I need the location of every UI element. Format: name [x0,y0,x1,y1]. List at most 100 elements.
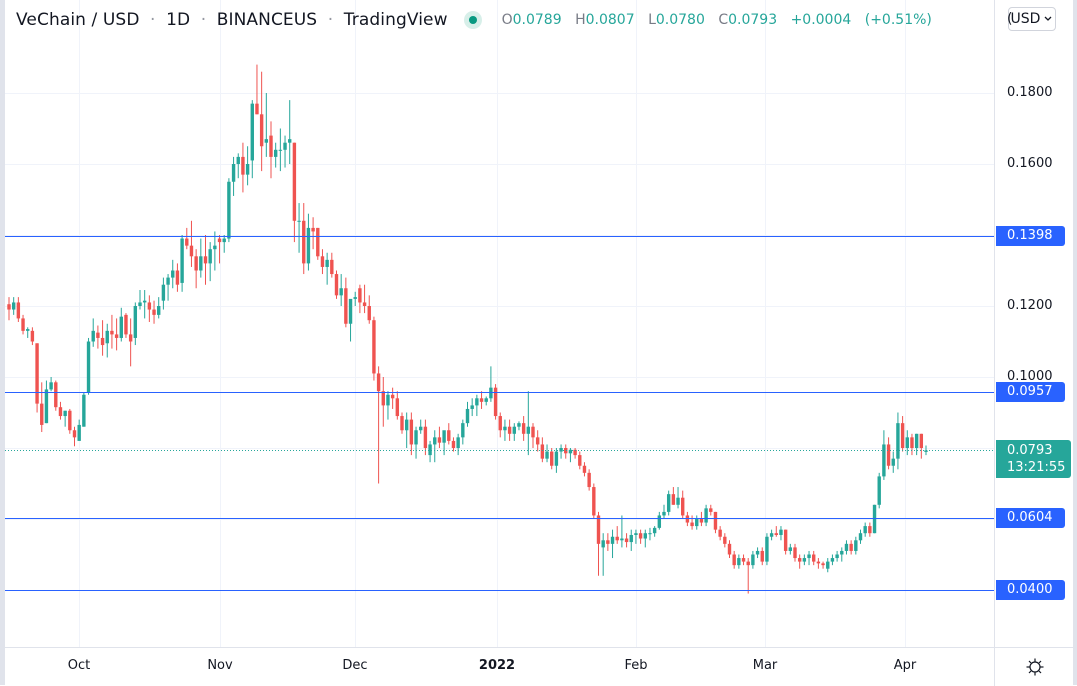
candle[interactable] [77,419,81,441]
candle[interactable] [816,558,821,569]
candle[interactable] [882,430,886,480]
candle[interactable] [835,550,839,562]
candle[interactable] [404,412,409,449]
candle[interactable] [671,487,676,505]
candle[interactable] [760,547,764,566]
candle[interactable] [386,391,390,420]
candle[interactable] [325,252,329,285]
candle[interactable] [433,430,437,463]
candle[interactable] [119,307,123,342]
candle[interactable] [390,387,395,409]
candle[interactable] [213,231,217,271]
candle[interactable] [395,391,400,420]
candle[interactable] [91,318,95,347]
candle[interactable] [255,64,259,115]
chart-pane[interactable] [5,0,994,647]
candle[interactable] [652,526,657,537]
candle[interactable] [737,554,741,569]
candle[interactable] [886,437,891,470]
candle[interactable] [353,291,357,306]
candle[interactable] [334,270,339,299]
candle[interactable] [133,302,138,346]
price-axis[interactable]: 0.1800 0.1600 0.1200 0.1000 0.1398 0.0957 0.06… [994,0,1074,647]
candle[interactable] [732,550,736,569]
candle[interactable] [718,526,722,541]
candle[interactable] [362,284,367,314]
candle[interactable] [199,238,203,278]
candle[interactable] [447,423,451,445]
candle[interactable] [540,437,545,463]
candle[interactable] [751,550,755,569]
candle[interactable] [147,295,152,322]
candle[interactable] [826,558,830,573]
candle[interactable] [755,547,760,559]
candle[interactable] [128,318,133,367]
candle[interactable] [863,522,867,537]
candle[interactable] [100,320,105,356]
candle[interactable] [316,227,320,260]
candle[interactable] [858,529,863,544]
candle[interactable] [161,277,166,310]
candle[interactable] [578,451,582,470]
candle[interactable] [222,235,226,253]
candle[interactable] [306,213,311,271]
candle[interactable] [283,135,287,168]
candle[interactable] [461,419,465,445]
candle[interactable] [344,277,348,328]
candle[interactable] [250,100,254,179]
currency-selector[interactable]: ( USD [1007,7,1056,31]
candle[interactable] [802,554,807,566]
candle[interactable] [302,203,306,275]
candle[interactable] [774,526,778,537]
candle[interactable] [535,430,540,452]
candle[interactable] [269,121,273,179]
candle[interactable] [194,249,198,289]
candle[interactable] [437,426,442,448]
candle[interactable] [713,511,718,534]
candle[interactable] [264,93,269,157]
candle[interactable] [769,529,774,541]
candle[interactable] [868,522,872,537]
candle[interactable] [783,529,788,555]
candle[interactable] [573,448,577,459]
candle[interactable] [554,448,559,473]
candle[interactable] [498,412,502,438]
candle[interactable] [681,490,685,519]
candle[interactable] [568,448,573,463]
candle[interactable] [40,382,44,433]
candle[interactable] [409,412,414,456]
candle[interactable] [72,426,77,447]
candle[interactable] [797,554,802,569]
candle[interactable] [479,391,484,409]
symbol-title[interactable]: VeChain / USD · 1D · BINANCEUS · Trading… [16,10,448,30]
candle[interactable] [545,444,549,463]
candle[interactable] [21,314,25,335]
candle[interactable] [704,504,708,527]
candle[interactable] [709,504,713,516]
candle[interactable] [521,416,526,441]
candle[interactable] [727,540,732,559]
candle[interactable] [11,297,16,315]
candle[interactable] [171,259,175,289]
candle[interactable] [493,384,498,420]
candle[interactable] [63,410,67,427]
candle[interactable] [138,290,142,310]
candle[interactable] [526,391,531,456]
candle[interactable] [503,419,507,441]
candle[interactable] [456,433,460,456]
candle[interactable] [367,295,371,324]
candle[interactable] [166,274,170,301]
candle[interactable] [236,153,240,179]
candle[interactable] [311,217,315,250]
candle[interactable] [840,547,844,562]
candle[interactable] [376,366,381,484]
candle[interactable] [512,423,516,441]
candle[interactable] [690,515,694,530]
candle[interactable] [58,401,63,420]
candle[interactable] [779,526,783,541]
candle[interactable] [442,430,446,456]
candle[interactable] [844,540,849,555]
candle[interactable] [245,146,250,186]
candle[interactable] [615,526,619,544]
candle[interactable] [470,398,474,417]
